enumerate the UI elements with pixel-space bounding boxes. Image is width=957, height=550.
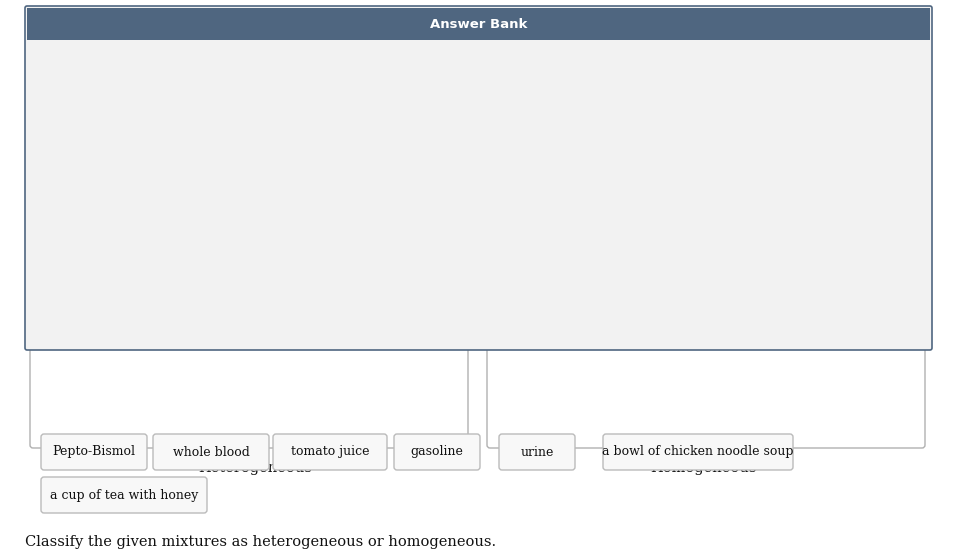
Text: Homogeneous: Homogeneous: [650, 461, 756, 475]
FancyBboxPatch shape: [41, 477, 207, 513]
FancyBboxPatch shape: [41, 434, 147, 470]
Text: gasoline: gasoline: [411, 446, 463, 459]
FancyBboxPatch shape: [603, 434, 793, 470]
Text: Pepto-Bismol: Pepto-Bismol: [53, 446, 136, 459]
Text: urine: urine: [521, 446, 554, 459]
Text: Classify the given mixtures as heterogeneous or homogeneous.: Classify the given mixtures as heterogen…: [25, 535, 496, 549]
FancyBboxPatch shape: [487, 87, 925, 448]
Text: Answer Bank: Answer Bank: [430, 18, 527, 30]
FancyBboxPatch shape: [499, 434, 575, 470]
FancyBboxPatch shape: [273, 434, 387, 470]
Text: a cup of tea with honey: a cup of tea with honey: [50, 488, 198, 502]
FancyBboxPatch shape: [30, 87, 468, 448]
Text: a bowl of chicken noodle soup: a bowl of chicken noodle soup: [602, 446, 793, 459]
Text: tomato juice: tomato juice: [291, 446, 369, 459]
Text: whole blood: whole blood: [172, 446, 250, 459]
Text: Heterogeneous: Heterogeneous: [198, 461, 312, 475]
Bar: [27, 8, 930, 40]
FancyBboxPatch shape: [153, 434, 269, 470]
FancyBboxPatch shape: [394, 434, 480, 470]
FancyBboxPatch shape: [25, 6, 932, 350]
